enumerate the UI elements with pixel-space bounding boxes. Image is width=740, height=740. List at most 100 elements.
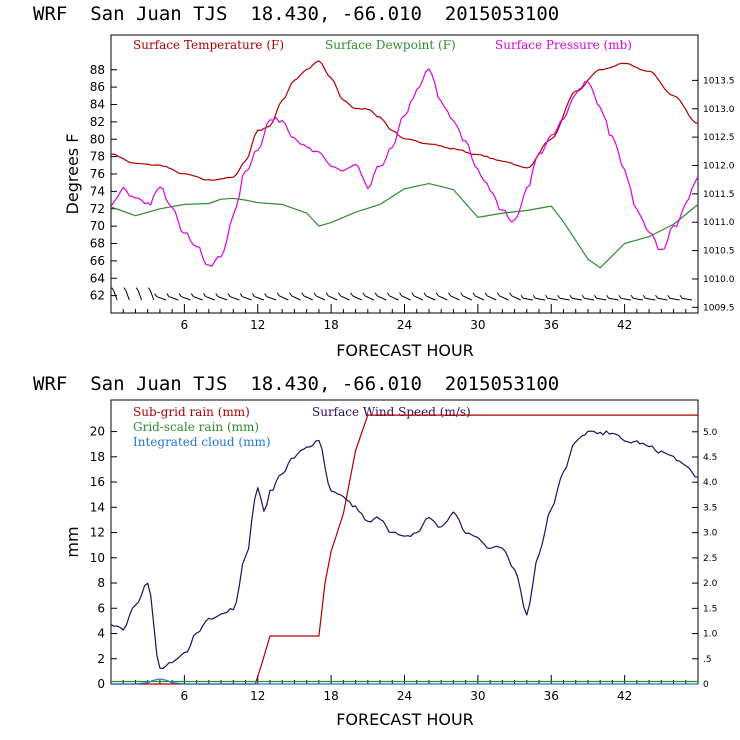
chart2-y2-tick-label: 3.5 — [703, 503, 717, 513]
chart1-wind-barb-flag — [135, 287, 139, 291]
chart1-wind-barb-flag — [289, 292, 292, 297]
chart1-wind-barb-flag — [399, 292, 402, 297]
chart2-y-tick-label: 18 — [90, 450, 105, 464]
chart2-y-tick-label: 10 — [90, 551, 105, 565]
chart2-x-tick-label: 30 — [470, 689, 485, 703]
chart1-wind-barb — [438, 295, 448, 301]
chart1-wind-barb-flag — [111, 287, 115, 291]
chart2-y2-tick-label: 4.5 — [703, 453, 717, 463]
chart1-wind-barb-flag — [166, 293, 170, 297]
chart2-legend-grid-rain: Grid-scale rain (mm) — [133, 420, 259, 434]
chart1-wind-barb — [584, 297, 595, 301]
chart1-wind-barb — [137, 290, 143, 301]
chart2-series-surface-wind-speed-m-s — [110, 430, 699, 670]
chart1-wind-barb-flag — [532, 294, 536, 299]
chart2-y-axis-label: mm — [63, 526, 82, 557]
chart1-y-tick-label: 68 — [90, 237, 105, 251]
chart1-legend-pressure: Surface Pressure (mb) — [495, 38, 632, 52]
chart2-y-tick-label: 6 — [97, 601, 105, 615]
chart1-wind-barb — [474, 295, 485, 301]
chart1-y-tick-label: 64 — [90, 271, 105, 285]
chart1-wind-barb — [669, 297, 680, 301]
chart1-x-tick-label: 6 — [181, 318, 189, 332]
chart1-wind-barb — [511, 295, 521, 301]
chart2-x-tick-label: 42 — [617, 689, 632, 703]
chart1-x-tick-label: 42 — [617, 318, 632, 332]
chart1-wind-barb — [645, 297, 656, 301]
chart1-wind-barb-flag — [630, 294, 634, 299]
chart1-wind-barb-flag — [337, 292, 341, 297]
chart1-wind-barb — [389, 295, 399, 301]
chart1-plot-layer: 6 12 18 24 30 36 42 62 64 66 68 70 72 74 76 78 80 82 84 86 8… — [90, 60, 735, 332]
chart2-y2-tick-label: 3.0 — [703, 529, 718, 539]
chart1-wind-barb — [352, 295, 362, 301]
chart1-wind-barb — [608, 297, 619, 301]
chart1-wind-barb — [535, 297, 546, 301]
chart1-y2-tick-label: 1011.5 — [703, 190, 735, 200]
chart1-y-tick-label: 74 — [90, 184, 105, 198]
chart1-x-axis-label: FORECAST HOUR — [336, 341, 474, 360]
chart1-x-tick-label: 12 — [250, 318, 265, 332]
chart1-wind-barb-flag — [147, 287, 151, 291]
chart1-y2-tick-label: 1010.5 — [703, 247, 735, 257]
chart1-series-surface-temperature-f — [110, 60, 699, 181]
chart1-wind-barb — [217, 296, 228, 301]
chart2-y2-tick-label: 5.0 — [703, 428, 718, 438]
chart2-header: WRF San Juan TJS 18.430, -66.010 2015053… — [33, 373, 559, 395]
chart1-y-tick-label: 80 — [90, 132, 105, 146]
chart1-wind-barb — [168, 296, 179, 301]
chart1-wind-barb — [413, 295, 424, 301]
chart1-y-tick-label: 78 — [90, 150, 105, 164]
chart1-wind-barb — [291, 295, 301, 301]
chart1-wind-barb — [657, 297, 668, 301]
chart1-wind-barb-flag — [411, 292, 415, 297]
chart1-wind-barb-flag — [569, 294, 573, 299]
chart1-legend-dewpoint: Surface Dewpoint (F) — [325, 38, 456, 52]
chart2-y2-tick-label: .5 — [703, 655, 712, 665]
chart1-wind-barb — [180, 296, 191, 301]
chart1-wind-barb — [633, 297, 644, 301]
chart2-y2-tick-label: 2.5 — [703, 554, 717, 564]
chart2-x-tick-label: 18 — [323, 689, 338, 703]
chart1-wind-barb-flag — [435, 292, 439, 297]
chart1-y2-tick-label: 1012.0 — [703, 161, 735, 171]
chart1-wind-barb-flag — [667, 294, 671, 299]
chart1-y2-tick-label: 1009.5 — [703, 303, 735, 313]
chart1-wind-barb-flag — [386, 292, 390, 297]
chart1-wind-barb-flag — [374, 292, 378, 297]
chart2-x-axis-label: FORECAST HOUR — [336, 710, 474, 729]
chart2-y2-tick-label: 2.0 — [703, 579, 718, 589]
chart1-wind-barb — [193, 296, 203, 301]
chart1-wind-barb-flag — [581, 294, 585, 299]
chart1-wind-barb — [620, 297, 631, 301]
chart1-wind-barb — [401, 295, 411, 301]
chart1-wind-barb — [242, 296, 252, 301]
chart1-wind-barb — [450, 295, 460, 301]
chart1-y2-tick-label: 1013.0 — [703, 105, 735, 115]
chart2-y2-tick-label: 1.5 — [703, 604, 717, 614]
chart2-y-tick-label: 0 — [97, 677, 105, 691]
chart1-y2-tick-label: 1010.0 — [703, 275, 735, 285]
chart1-wind-barb — [125, 290, 130, 301]
chart1-y-tick-label: 84 — [90, 98, 105, 112]
chart1-y-tick-label: 72 — [90, 202, 105, 216]
chart1-y-tick-label: 88 — [90, 63, 105, 77]
chart1-y2-tick-label: 1013.5 — [703, 76, 735, 86]
chart1-wind-barb-flag — [460, 292, 464, 297]
chart2-y2-tick-label: 0 — [703, 680, 709, 690]
chart1-wind-barb-flag — [642, 294, 646, 299]
chart1-wind-barb-flag — [423, 292, 427, 297]
chart2-y-tick-label: 2 — [97, 652, 105, 666]
chart2-plot-layer: 6 12 18 24 30 36 42024681012141618200.51.01.52… — [90, 414, 718, 703]
chart1-wind-barb — [559, 297, 570, 301]
chart1-wind-barb — [156, 296, 167, 301]
chart2-y-tick-label: 20 — [90, 425, 105, 439]
chart1-wind-barbs — [111, 287, 692, 301]
chart1-wind-barb-flag — [594, 294, 597, 299]
chart1-legend-temperature: Surface Temperature (F) — [133, 38, 284, 52]
chart1-series-surface-dewpoint-f — [110, 183, 699, 269]
chart1-wind-barb — [547, 297, 558, 301]
chart1-y2-tick-label: 1012.5 — [703, 133, 735, 143]
chart1-wind-barb-flag — [215, 293, 219, 297]
chart1-wind-barb-flag — [301, 292, 305, 297]
